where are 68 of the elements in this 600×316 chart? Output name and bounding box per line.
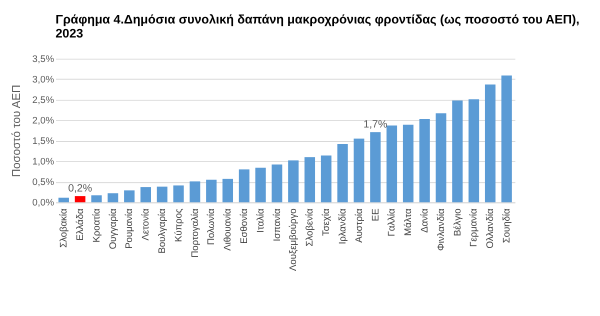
x-tick-label: Πορτογαλία [190,208,201,258]
bar [74,196,86,202]
bar [206,180,217,202]
x-tick-label: Σουηδία [502,208,512,244]
bar [108,193,118,202]
bar [501,76,512,202]
x-tick-label: Μάλτα [403,208,414,236]
x-tick-label: Σλοβενία [304,208,316,246]
x-tick-label: Ιρλανδία [337,208,348,244]
data-label: 0,2% [68,182,92,194]
x-tick-label: Ισπανία [272,208,283,242]
x-tick-label: Τσεχία [321,208,332,236]
chart-title: Γράφημα 4.Δημόσια συνολική δαπάνη μακροχρόνιας φροντίδας (ως ποσοστό του ΑΕΠ), 2023 [56,12,580,41]
bar [58,198,69,202]
bar [370,132,381,202]
bar [320,155,332,202]
x-tick-label: Γερμανία [468,208,480,247]
x-tick-label: Αυστρία [354,208,365,243]
bar [140,187,151,202]
x-tick-label: Φινλανδία [436,208,447,251]
y-tick-label: 1,0% [32,156,55,168]
x-tick-label: Βέλγιο [452,208,464,236]
x-tick-label: Ελλάδα [74,208,86,241]
x-tick-label: Λετονία [140,208,152,240]
bar [402,124,414,202]
x-tick-label: Εσθονία [239,208,250,244]
bar [222,178,234,202]
x-tick-label: ΕΕ [370,208,382,222]
bar [452,100,463,202]
x-tick-label: Ουγγαρία [108,208,119,250]
bar [288,160,299,202]
x-tick-label: Ιταλία [255,208,266,233]
bar [484,84,496,202]
x-tick-label: Βουλγαρία [157,208,168,254]
bar [436,113,446,202]
bar [272,164,282,202]
bar [468,99,480,202]
x-tick-label: Λιθουανία [222,208,234,251]
x-tick-label: Σλοβακία [58,208,70,248]
y-tick-label: 2,0% [32,116,55,127]
x-tick-label: Δανία [419,208,430,233]
bar [337,144,348,202]
bar [238,169,250,202]
bar [255,168,266,202]
bar [91,195,102,202]
x-tick-label: Κύπρος [173,208,184,242]
bar [173,185,184,202]
bar [304,157,316,202]
x-tick-label: Ρουμανία [124,208,136,249]
bar [386,126,398,202]
bar [124,190,135,202]
y-tick-label: 3,0% [32,74,55,86]
y-tick-label: 0,5% [32,177,55,188]
y-tick-label: 2,5% [32,95,55,106]
bar [354,138,364,202]
x-tick-label: Γαλλία [386,208,398,236]
x-tick-label: Πολωνία [206,208,218,245]
x-tick-label: Ολλανδία [485,208,496,249]
bar [190,181,200,202]
y-tick-label: 3,5% [32,54,55,66]
y-tick-label: 1,5% [32,136,55,148]
y-axis-title: Ποσοστό του ΑΕΠ [10,84,23,178]
bar [156,186,168,202]
x-tick-label: Κροατία [91,208,102,243]
x-tick-label: Λουξεμβούργο [288,208,300,271]
data-label: 1,7% [363,118,388,130]
y-tick-label: 0,0% [32,198,55,209]
bar [419,118,430,202]
